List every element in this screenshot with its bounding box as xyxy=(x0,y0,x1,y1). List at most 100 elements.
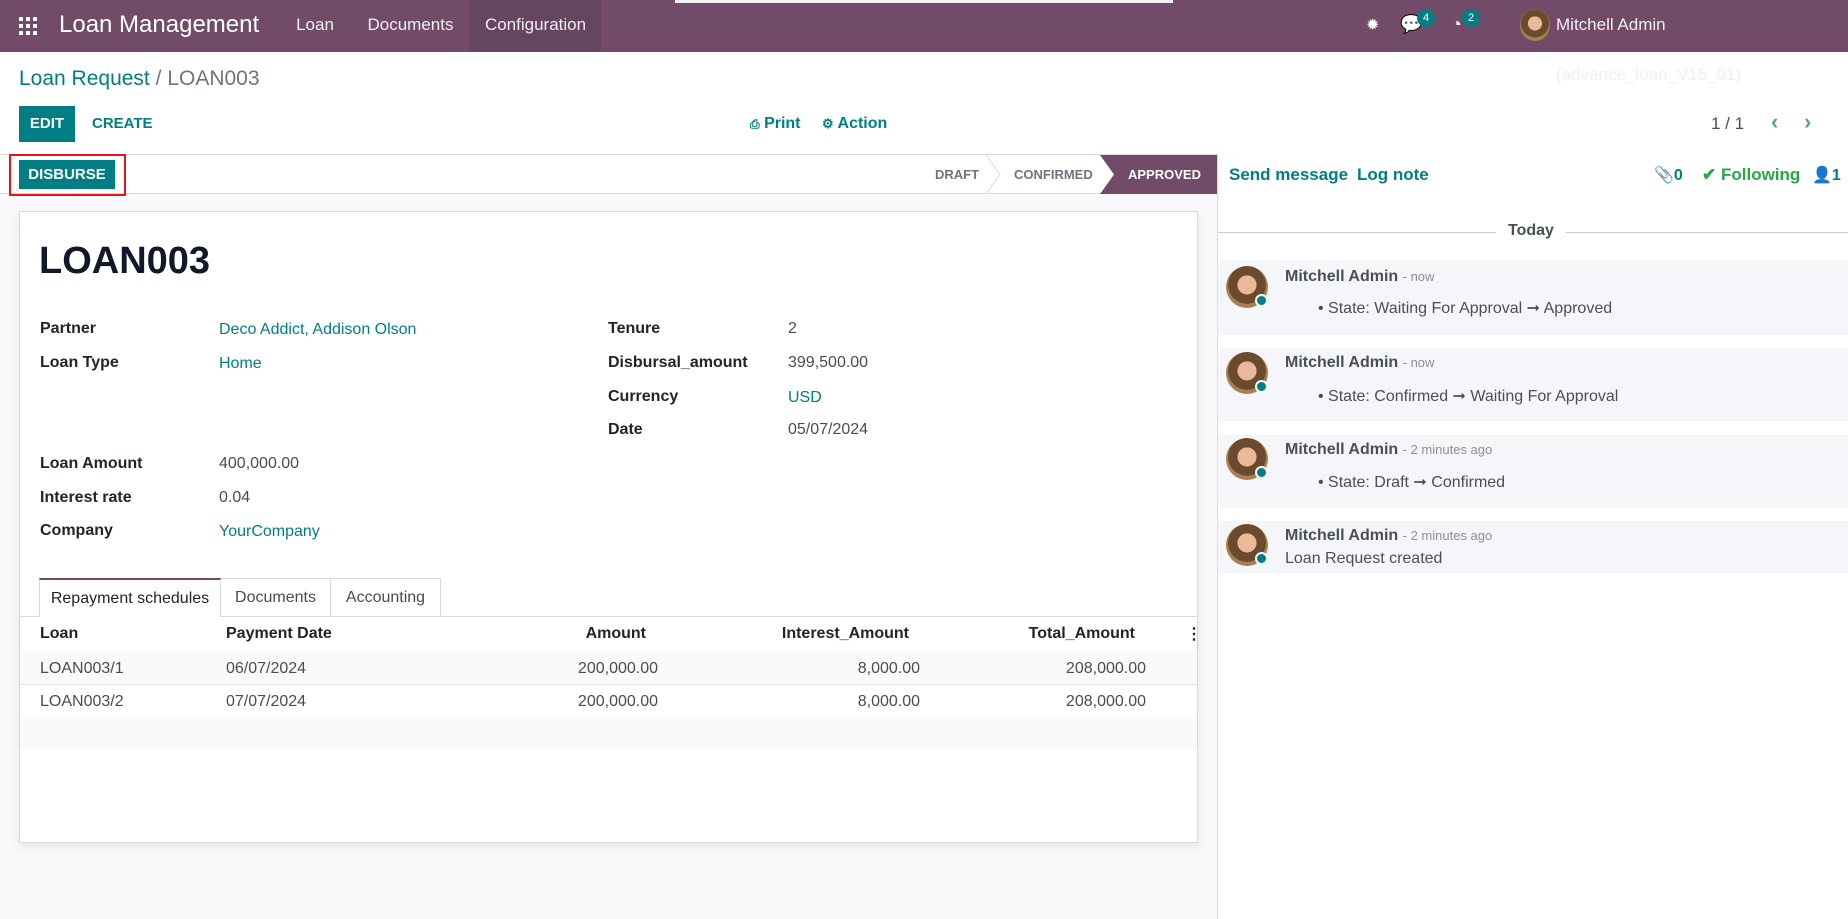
messages-badge: 4 xyxy=(1417,9,1435,27)
field-label-loan-type: Loan Type xyxy=(40,354,119,371)
message-time: - now xyxy=(1402,355,1435,370)
cell-payment-date: 06/07/2024 xyxy=(226,660,307,677)
activities-clock-icon[interactable]: ◔ xyxy=(1451,14,1462,34)
print-icon: ⎙ xyxy=(750,117,760,131)
apps-menu-icon[interactable] xyxy=(19,17,37,35)
breadcrumb: Loan Request / LOAN003 xyxy=(19,67,260,91)
column-header-loan[interactable]: Loan xyxy=(40,625,79,642)
message-header: Mitchell Admin - now xyxy=(1285,354,1434,372)
print-label: Print xyxy=(764,115,801,132)
table-row[interactable] xyxy=(20,685,1197,718)
attachments-button[interactable]: 📎0 xyxy=(1654,165,1683,185)
breadcrumb-separator: / xyxy=(155,67,162,90)
menu-configuration[interactable]: Configuration xyxy=(470,0,601,52)
field-date: 05/07/2024 xyxy=(788,421,869,438)
field-partner[interactable]: Deco Addict, Addison Olson xyxy=(219,321,417,338)
message-header: Mitchell Admin - 2 minutes ago xyxy=(1285,527,1492,545)
message-time: - now xyxy=(1402,269,1435,284)
pager-next-icon[interactable]: › xyxy=(1804,109,1812,134)
messages-icon[interactable]: 💬 xyxy=(1400,14,1423,34)
field-company[interactable]: YourCompany xyxy=(219,523,320,540)
field-label-currency: Currency xyxy=(608,388,679,405)
notification-overlay xyxy=(675,0,1173,3)
online-status-icon xyxy=(1255,552,1268,565)
debug-bug-icon[interactable]: ✹ xyxy=(1366,17,1380,34)
cell-total-amount: 208,000.00 xyxy=(1065,693,1146,710)
column-header-amount[interactable]: Amount xyxy=(585,625,646,642)
message-header: Mitchell Admin - 2 minutes ago xyxy=(1285,441,1492,459)
message xyxy=(1218,260,1848,335)
message-body: • State: Draft ➞ Confirmed xyxy=(1318,474,1506,491)
message-body: • State: Waiting For Approval ➞ Approved xyxy=(1318,300,1613,317)
field-loan-type[interactable]: Home xyxy=(219,355,262,372)
date-separator: Today xyxy=(1496,222,1566,240)
statusbar xyxy=(0,155,1217,194)
followers-count: 1 xyxy=(1831,167,1841,184)
user-avatar[interactable] xyxy=(1520,9,1550,41)
field-loan-amount: 400,000.00 xyxy=(219,455,300,472)
following-button[interactable]: ✔ Following xyxy=(1702,165,1800,185)
stage-confirmed[interactable]: CONFIRMED xyxy=(1014,167,1093,182)
cell-interest-amount: 8,000.00 xyxy=(857,660,920,677)
field-currency[interactable]: USD xyxy=(788,389,822,406)
pager-value[interactable]: 1 / 1 xyxy=(1711,114,1745,133)
column-header-payment-date[interactable]: Payment Date xyxy=(226,625,332,642)
action-button[interactable]: ⚙ Action xyxy=(822,106,887,142)
breadcrumb-parent[interactable]: Loan Request xyxy=(19,67,150,90)
stage-approved[interactable]: APPROVED xyxy=(1128,167,1201,182)
field-label-company: Company xyxy=(40,522,113,539)
cell-interest-amount: 8,000.00 xyxy=(857,693,920,710)
menu-documents[interactable]: Documents xyxy=(367,15,454,34)
cell-payment-date: 07/07/2024 xyxy=(226,693,307,710)
user-menu[interactable]: Mitchell Admin (advance_loan_V15_01) xyxy=(1556,15,1742,84)
breadcrumb-current: LOAN003 xyxy=(167,67,260,90)
message-author[interactable]: Mitchell Admin xyxy=(1285,441,1399,458)
send-message-button[interactable]: Send message xyxy=(1229,165,1349,184)
field-label-disbursal-amount: Disbursal_amount xyxy=(608,354,748,371)
gear-icon: ⚙ xyxy=(822,116,834,131)
field-label-interest-rate: Interest rate xyxy=(40,489,132,506)
tab-repayment-schedules[interactable]: Repayment schedules xyxy=(39,578,221,617)
cell-amount: 200,000.00 xyxy=(577,660,658,677)
field-label-date: Date xyxy=(608,421,643,438)
create-button[interactable]: CREATE xyxy=(92,115,153,132)
cell-loan: LOAN003/1 xyxy=(40,660,124,677)
field-tenure: 2 xyxy=(788,320,797,337)
followers-button[interactable]: 👤1 xyxy=(1812,165,1841,185)
message-author[interactable]: Mitchell Admin xyxy=(1285,527,1399,544)
column-header-interest-amount[interactable]: Interest_Amount xyxy=(781,625,909,642)
tracking-value: State: Waiting For Approval ➞ Approved xyxy=(1328,300,1613,317)
stage-separator-icon xyxy=(985,155,1001,194)
disburse-button[interactable]: DISBURSE xyxy=(19,160,115,189)
field-disbursal-amount: 399,500.00 xyxy=(788,354,869,371)
message xyxy=(1218,435,1848,508)
online-status-icon xyxy=(1255,380,1268,393)
notebook-tabs-line xyxy=(20,616,1197,617)
message xyxy=(1218,521,1848,573)
message-header: Mitchell Admin - now xyxy=(1285,268,1434,286)
pager-previous-icon[interactable]: ‹ xyxy=(1771,109,1779,134)
online-status-icon xyxy=(1255,294,1268,307)
message-author[interactable]: Mitchell Admin xyxy=(1285,354,1399,371)
paperclip-icon: 📎 xyxy=(1654,167,1674,184)
tracking-value: State: Draft ➞ Confirmed xyxy=(1328,474,1506,491)
print-button[interactable]: ⎙ Print xyxy=(750,106,801,142)
following-label: Following xyxy=(1720,165,1801,184)
column-header-total-amount[interactable]: Total_Amount xyxy=(1028,625,1135,642)
tab-accounting[interactable]: Accounting xyxy=(331,578,441,616)
edit-button[interactable]: EDIT xyxy=(19,106,75,142)
field-interest-rate: 0.04 xyxy=(219,489,251,506)
person-icon: 👤 xyxy=(1812,167,1832,184)
tab-documents[interactable]: Documents xyxy=(221,578,331,616)
log-note-button[interactable]: Log note xyxy=(1357,165,1429,184)
message-time: - 2 minutes ago xyxy=(1402,442,1493,457)
table-row[interactable] xyxy=(20,651,1197,685)
cell-total-amount: 208,000.00 xyxy=(1065,660,1146,677)
message-author[interactable]: Mitchell Admin xyxy=(1285,268,1399,285)
app-title[interactable]: Loan Management xyxy=(59,11,260,38)
action-label: Action xyxy=(837,115,888,132)
table-empty-row xyxy=(20,718,1197,750)
optional-columns-icon[interactable]: ⋮ xyxy=(1186,626,1202,643)
stage-draft[interactable]: DRAFT xyxy=(935,167,980,182)
menu-loan[interactable]: Loan xyxy=(296,15,334,34)
